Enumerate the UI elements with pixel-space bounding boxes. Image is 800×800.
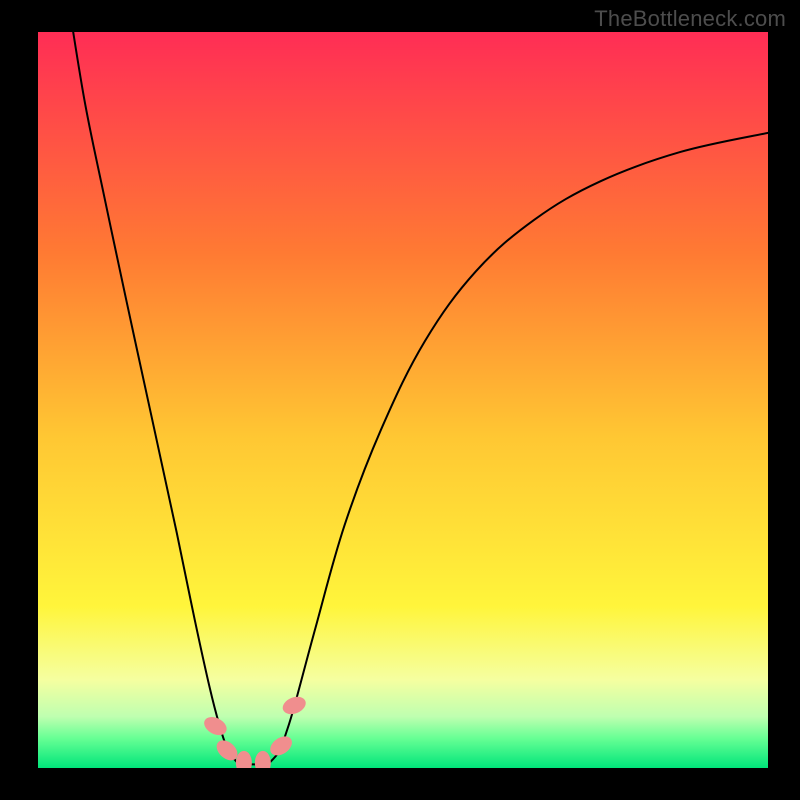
plot-area xyxy=(38,32,768,768)
chart-stage: TheBottleneck.com xyxy=(0,0,800,800)
chart-svg xyxy=(38,32,768,768)
watermark-text: TheBottleneck.com xyxy=(594,6,786,32)
